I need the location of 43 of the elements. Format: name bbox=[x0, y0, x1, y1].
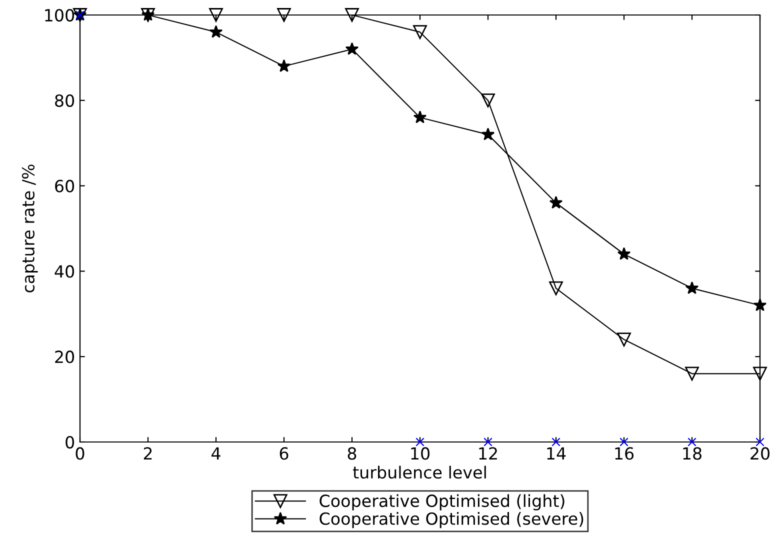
point bbox=[277, 59, 291, 72]
y-tick-label: 0 bbox=[66, 436, 74, 449]
x-tick-label: 10 bbox=[411, 447, 430, 460]
point bbox=[688, 438, 696, 446]
point bbox=[549, 196, 563, 209]
point bbox=[413, 25, 427, 40]
point bbox=[685, 366, 699, 381]
point bbox=[413, 110, 427, 124]
point bbox=[481, 93, 495, 108]
point bbox=[549, 281, 563, 296]
x-tick-label: 2 bbox=[144, 447, 152, 460]
y-tick-label: 80 bbox=[55, 94, 74, 107]
x-tick-label: 14 bbox=[547, 447, 566, 460]
point bbox=[481, 128, 495, 140]
point bbox=[484, 438, 492, 446]
y-axis-title: capture rate /% bbox=[22, 164, 38, 292]
x-tick-label: 0 bbox=[76, 447, 84, 460]
point bbox=[685, 281, 699, 294]
point bbox=[345, 8, 359, 22]
point bbox=[552, 438, 560, 446]
point bbox=[753, 366, 767, 381]
y-tick-label: 40 bbox=[54, 265, 74, 278]
x-tick-label: 12 bbox=[479, 447, 497, 460]
y-tick-label: 20 bbox=[55, 350, 74, 364]
y-tick-label: 60 bbox=[55, 180, 74, 192]
legend-label: Cooperative Optimised (severe) bbox=[320, 512, 584, 528]
point bbox=[620, 438, 628, 446]
point bbox=[617, 332, 631, 346]
x-axis-title: turbulence level bbox=[353, 466, 486, 479]
x-tick-label: 18 bbox=[683, 447, 702, 460]
point bbox=[345, 42, 359, 55]
point bbox=[617, 247, 631, 260]
x-tick-label: 20 bbox=[750, 447, 770, 460]
x-tick-label: 4 bbox=[212, 447, 220, 460]
x-tick-label: 6 bbox=[280, 447, 288, 460]
point bbox=[277, 8, 291, 22]
x-tick-label: 8 bbox=[348, 447, 356, 460]
point bbox=[209, 8, 223, 22]
legend-label: Cooperative Optimised (light) bbox=[320, 494, 564, 510]
point bbox=[416, 438, 424, 446]
x-tick-label: 16 bbox=[615, 447, 634, 460]
y-tick-label: 100 bbox=[45, 8, 74, 22]
point bbox=[209, 25, 223, 38]
